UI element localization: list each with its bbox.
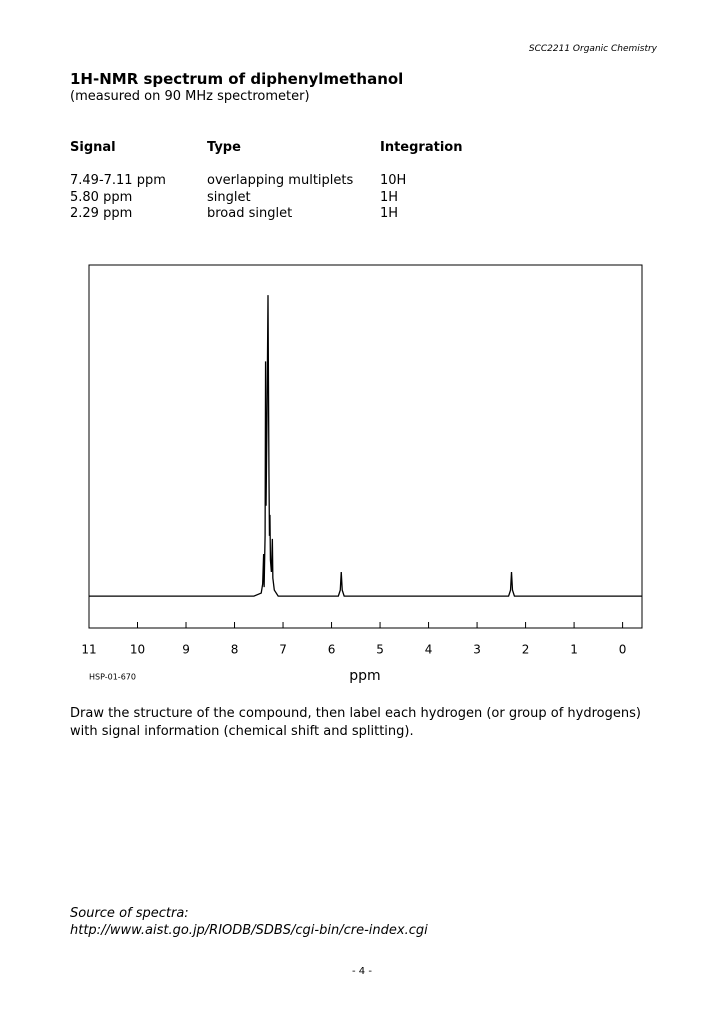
table-cell: broad singlet: [207, 206, 293, 221]
table-cell: singlet: [207, 189, 251, 205]
table-cell: 10H: [380, 173, 407, 188]
table-cell: 2.29 ppm: [70, 206, 133, 221]
x-tick-label: 5: [376, 643, 384, 657]
x-tick-label: 8: [231, 643, 239, 657]
x-axis-label: ppm: [349, 668, 380, 684]
header: SCC2211 Organic Chemistry: [528, 44, 657, 54]
table-cell: 1H: [380, 206, 399, 221]
spectrum-line: [89, 295, 642, 597]
column-header: Signal: [70, 140, 116, 155]
title: 1H-NMR spectrum of diphenylmethanol: [70, 70, 404, 88]
x-tick-label: 2: [522, 643, 530, 657]
table-cell: 5.80 ppm: [70, 189, 133, 205]
plot-frame: [88, 264, 643, 629]
page-number: - 4 -: [352, 966, 372, 977]
instruction: Draw the structure of the compound, then…: [70, 706, 641, 739]
x-tick-label: 9: [182, 643, 190, 657]
x-tick-label: 7: [279, 643, 287, 657]
x-tick-label: 6: [328, 643, 336, 657]
subtitle: (measured on 90 MHz spectrometer): [70, 89, 310, 104]
column-header: Integration: [380, 140, 463, 155]
x-tick-label: 11: [81, 643, 96, 657]
source-label: Source of spectra:: [70, 906, 189, 921]
x-tick-label: 3: [473, 643, 481, 657]
x-tick-label: 4: [425, 643, 433, 657]
table-cell: 1H: [380, 189, 399, 205]
table-cell: overlapping multiplets: [207, 173, 354, 188]
source-url: http://www.aist.go.jp/RIODB/SDBS/cgi-bin…: [70, 923, 428, 938]
x-tick-label: 10: [130, 643, 145, 657]
x-tick-label: 1: [570, 643, 578, 657]
table-cell: 7.49-7.11 ppm: [70, 173, 166, 188]
spectrum-chart: ppm HSP-01-670 11 10 9 8 7 6 5 4 3 2 1 0: [81, 264, 643, 684]
spectrum-code: HSP-01-670: [89, 673, 136, 682]
x-tick-label: 0: [619, 643, 627, 657]
column-header: Type: [207, 140, 241, 155]
